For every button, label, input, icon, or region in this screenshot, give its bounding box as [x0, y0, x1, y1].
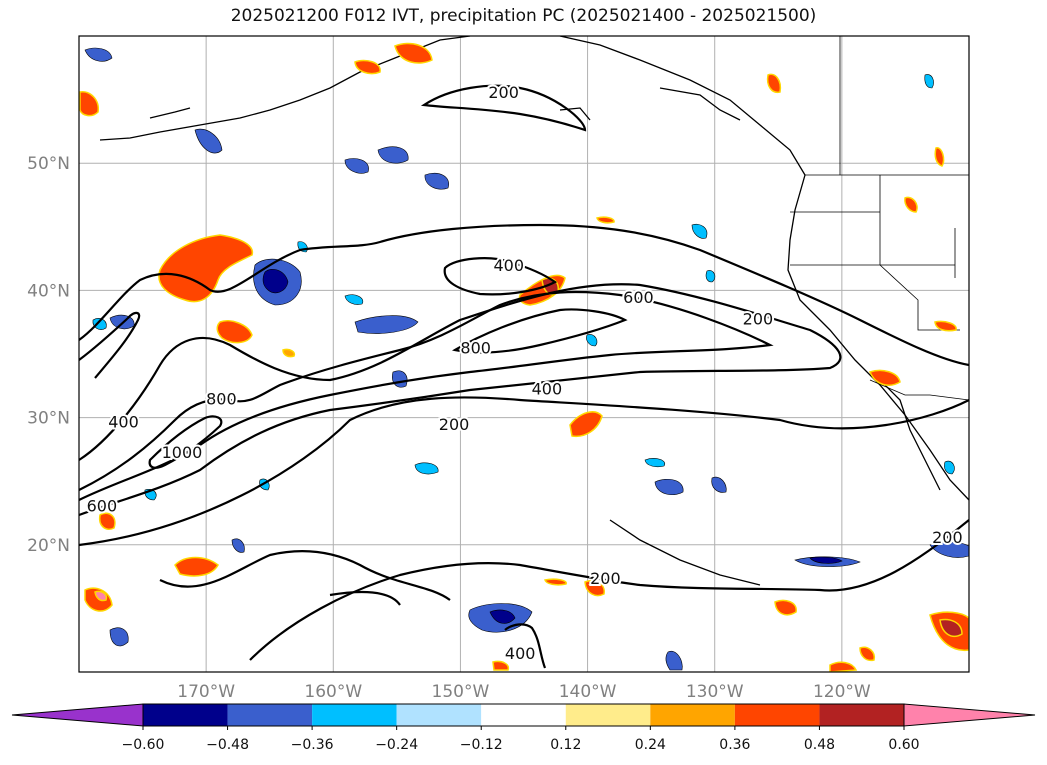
- colorbar-outline: [142, 703, 905, 727]
- contour-label: 800: [206, 390, 237, 409]
- lon-tick-label: 140°W: [559, 682, 617, 702]
- lon-tick-label: 150°W: [432, 682, 490, 702]
- colorbar-segment: [312, 704, 397, 726]
- colorbar-segment: [227, 704, 313, 726]
- latitude-labels: 20°N 30°N 40°N 50°N: [27, 154, 70, 556]
- contour-label: 200: [932, 528, 963, 547]
- lon-tick-label: 170°W: [177, 682, 235, 702]
- contour-label: 400: [532, 379, 563, 398]
- longitude-labels: 170°W 160°W 150°W 140°W 130°W 120°W: [177, 682, 871, 702]
- colorbar-segment: [650, 704, 735, 726]
- contour-label: 400: [493, 256, 524, 275]
- contour-label: 200: [488, 83, 519, 102]
- map-frame: [78, 35, 970, 673]
- lon-tick-label: 130°W: [686, 682, 744, 702]
- colorbar-tick-label: −0.48: [206, 737, 249, 753]
- contour-label: 800: [460, 339, 491, 358]
- colorbar-tick-label: −0.60: [122, 737, 165, 753]
- lat-tick-label: 40°N: [27, 281, 70, 301]
- colorbar-extend-high: [903, 703, 1036, 727]
- contour-label: 400: [505, 644, 536, 663]
- lat-tick-label: 30°N: [27, 409, 70, 429]
- colorbar-tick-label: −0.24: [375, 737, 418, 753]
- contour-label: 400: [108, 412, 139, 431]
- colorbar: −0.60 −0.48 −0.36 −0.24 −0.12 0.12 0.24 0.36 0.4…: [11, 703, 1036, 753]
- lat-tick-label: 50°N: [27, 154, 70, 174]
- political-boundaries: [790, 36, 969, 401]
- colorbar-tick-label: 0.24: [635, 737, 666, 753]
- contour-label: 1000: [162, 443, 203, 462]
- contour-label: 600: [623, 288, 654, 307]
- lon-tick-label: 120°W: [813, 682, 871, 702]
- colorbar-tick-label: 0.48: [804, 737, 835, 753]
- ivt-contours: [79, 84, 969, 669]
- negative-precip-patches: [84, 47, 969, 671]
- colorbar-segment: [819, 704, 904, 726]
- lat-tick-label: 20°N: [27, 536, 70, 556]
- positive-precip-patches: [79, 42, 969, 672]
- contour-label: 200: [439, 415, 470, 434]
- colorbar-tick-label: 0.60: [888, 737, 919, 753]
- contour-label: 600: [87, 496, 118, 515]
- colorbar-segment: [565, 704, 651, 726]
- colorbar-tick-label: −0.12: [460, 737, 503, 753]
- colorbar-segment: [734, 704, 820, 726]
- contour-labels: 200 400 600 200 800 400 800 400 1000 200 600 200 200…: [85, 81, 965, 665]
- contour-label: 200: [743, 309, 774, 328]
- colorbar-segment: [481, 704, 566, 726]
- colorbar-tick-label: 0.36: [719, 737, 750, 753]
- graticule: [79, 36, 969, 672]
- colorbar-extend-low: [11, 703, 144, 727]
- colorbar-segment: [396, 704, 482, 726]
- contour-label: 200: [590, 569, 621, 588]
- colorbar-tick-label: 0.12: [550, 737, 581, 753]
- colorbar-segment: [143, 704, 228, 726]
- map-title: 2025021200 F012 IVT, precipitation PC (2…: [230, 6, 817, 26]
- colorbar-tick-label: −0.36: [291, 737, 334, 753]
- lon-tick-label: 160°W: [304, 682, 362, 702]
